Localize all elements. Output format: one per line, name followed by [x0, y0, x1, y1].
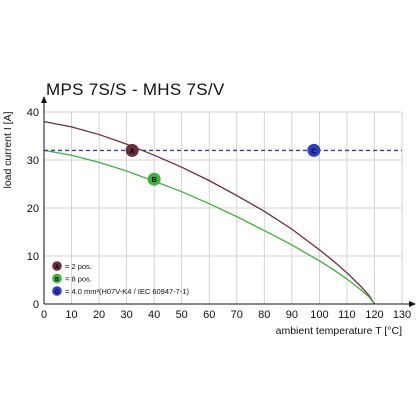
- marker-c: [307, 143, 321, 157]
- legend-marker-letter: A: [55, 264, 59, 270]
- legend-marker-letter: C: [55, 289, 59, 295]
- marker-b: [147, 172, 161, 186]
- x-axis-arrow-icon: [409, 301, 416, 307]
- marker-label-b: B: [151, 175, 157, 184]
- x-tick-label: 130: [393, 309, 411, 321]
- x-tick-label: 20: [93, 309, 105, 321]
- y-axis-arrow-icon: [41, 96, 47, 103]
- grid: [43, 111, 403, 305]
- x-tick-label: 10: [65, 309, 77, 321]
- marker-label-c: C: [311, 146, 317, 155]
- legend-entry: = 8 pos.: [65, 275, 92, 284]
- y-tick-label: 10: [27, 251, 39, 263]
- series-line-a: [43, 120, 376, 305]
- x-tick-label: 0: [41, 309, 47, 321]
- marker-a: [125, 143, 139, 157]
- x-tick-label: 80: [258, 309, 270, 321]
- legend-entry: = 4.0 mm²(H07V-K4 / IEC 60947-7-1): [65, 287, 190, 296]
- series-lines: [43, 120, 402, 305]
- legend-marker-letter: B: [55, 277, 59, 283]
- legend-marker-a: [52, 261, 62, 271]
- y-axis-label: load current I [A]: [2, 111, 14, 188]
- x-tick-label: 120: [365, 309, 383, 321]
- x-tick-label: 100: [310, 309, 328, 321]
- point-markers: A B C: [125, 143, 321, 186]
- x-tick-label: 70: [231, 309, 243, 321]
- marker-label-a: A: [129, 146, 135, 155]
- y-tick-label: 30: [27, 155, 39, 167]
- x-tick-label: 110: [338, 309, 356, 321]
- x-tick-label: 30: [120, 309, 132, 321]
- legend-entry: = 2 pos.: [65, 262, 92, 271]
- x-tick-label: 90: [286, 309, 298, 321]
- legend-marker-b: [52, 273, 62, 284]
- axes: [41, 96, 416, 307]
- legend-marker-c: [52, 286, 62, 296]
- x-tick-label: 50: [176, 309, 188, 321]
- chart-title: MPS 7S/S - MHS 7S/V: [46, 80, 225, 99]
- x-tick-label: 40: [148, 309, 160, 321]
- tick-labels: 0 10 20 30 40 50 60 70 80 90 100 110 120 130 0 10 20 30 40: [27, 107, 411, 321]
- x-axis-label: ambient temperature T [°C]: [276, 325, 402, 337]
- x-tick-label: 60: [203, 309, 215, 321]
- series-line-b: [43, 149, 375, 305]
- y-tick-label: 40: [27, 107, 39, 119]
- y-tick-label: 20: [27, 203, 39, 215]
- y-tick-label: 0: [33, 299, 39, 311]
- legend: A = 2 pos. B = 8 pos. C = 4.0 mm²(H07V-K4 / I…: [52, 261, 190, 296]
